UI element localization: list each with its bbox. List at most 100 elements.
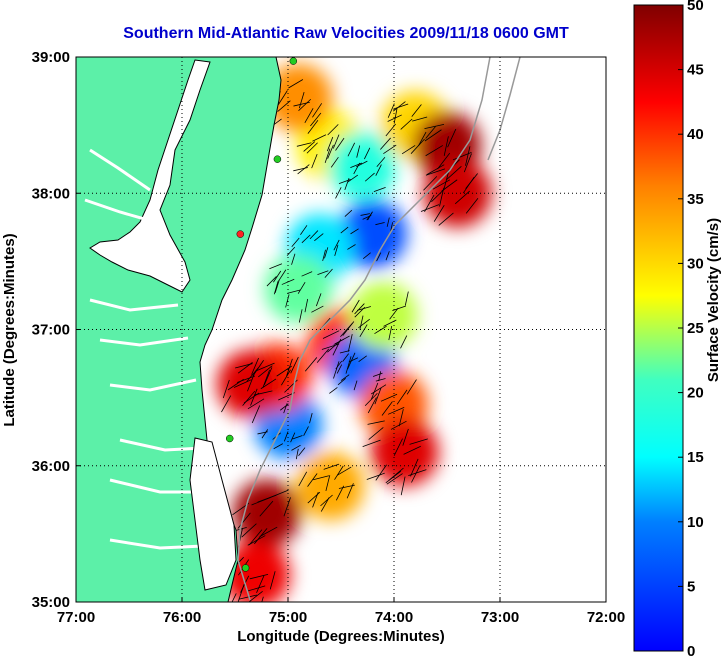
velocity-arrow bbox=[311, 305, 324, 313]
velocity-arrow bbox=[367, 397, 377, 414]
x-tick-label: 76:00 bbox=[163, 609, 201, 626]
velocity-arrow bbox=[354, 303, 365, 315]
velocity-arrow bbox=[301, 271, 313, 277]
field-cell bbox=[296, 452, 365, 521]
velocity-arrow bbox=[387, 407, 405, 415]
velocity-arrow bbox=[250, 388, 258, 406]
velocity-arrow bbox=[353, 380, 358, 391]
velocity-arrow bbox=[293, 167, 308, 172]
velocity-arrow bbox=[278, 90, 288, 105]
velocity-arrow bbox=[385, 123, 396, 137]
velocity-arrow bbox=[269, 571, 276, 590]
velocity-arrow bbox=[316, 348, 330, 363]
velocity-arrow bbox=[425, 126, 436, 139]
velocity-arrow bbox=[298, 98, 312, 111]
colorbar-label: Surface Velocity (cm/s) bbox=[705, 218, 722, 382]
y-tick-label: 37:00 bbox=[32, 322, 70, 339]
velocity-arrow bbox=[297, 281, 306, 294]
velocity-arrow bbox=[463, 153, 472, 173]
velocity-arrow bbox=[388, 326, 393, 341]
velocity-arrow bbox=[334, 244, 339, 256]
velocity-arrow bbox=[380, 393, 398, 402]
chart-title: Southern Mid-Atlantic Raw Velocities 200… bbox=[123, 25, 569, 42]
velocity-arrow bbox=[454, 190, 470, 205]
velocity-arrow bbox=[332, 134, 340, 149]
velocity-arrow bbox=[303, 426, 309, 436]
velocity-arrow bbox=[283, 403, 288, 414]
velocity-arrow bbox=[426, 164, 445, 175]
velocity-arrow bbox=[290, 432, 296, 443]
velocity-arrow bbox=[312, 134, 327, 142]
velocity-arrow bbox=[420, 204, 440, 212]
velocity-arrow bbox=[311, 154, 318, 169]
velocity-arrow bbox=[259, 526, 278, 538]
colorbar bbox=[633, 4, 684, 652]
velocity-arrow bbox=[292, 435, 303, 440]
velocity-arrow bbox=[241, 523, 257, 538]
velocity-arrow bbox=[424, 129, 442, 142]
velocity-arrow bbox=[303, 141, 316, 152]
velocity-arrow bbox=[376, 252, 382, 262]
velocity-arrow bbox=[334, 465, 344, 480]
colorbar-ticks: 0 5 10 15 20 25 30 35 40 45 50 bbox=[678, 0, 704, 659]
x-axis-ticks: 77:00 76:00 75:00 74:00 73:00 72:00 bbox=[57, 597, 625, 626]
velocity-arrow bbox=[269, 263, 283, 270]
velocity-arrow bbox=[246, 367, 259, 382]
velocity-arrow bbox=[301, 234, 311, 244]
field-cell bbox=[222, 540, 291, 602]
velocity-arrow bbox=[307, 120, 319, 134]
velocity-arrow bbox=[412, 116, 428, 122]
velocity-arrow bbox=[438, 212, 454, 226]
velocity-arrow bbox=[264, 367, 273, 385]
velocity-arrow bbox=[366, 472, 385, 480]
velocity-arrow bbox=[252, 360, 264, 377]
velocity-arrow bbox=[273, 443, 284, 450]
velocity-arrow bbox=[309, 230, 319, 240]
velocity-arrow bbox=[281, 369, 291, 386]
velocity-arrow bbox=[335, 360, 343, 370]
velocity-arrow bbox=[360, 213, 370, 216]
velocity-arrow bbox=[274, 279, 280, 294]
velocity-arrow bbox=[400, 118, 413, 130]
field-cell bbox=[328, 132, 397, 200]
colorbar-tick-label: 30 bbox=[687, 255, 704, 272]
velocity-arrow bbox=[366, 212, 373, 221]
field-cell bbox=[264, 254, 333, 323]
velocity-arrow bbox=[314, 233, 324, 242]
bay-water bbox=[89, 59, 211, 293]
x-tick-label: 77:00 bbox=[57, 609, 95, 626]
velocity-arrow bbox=[323, 463, 340, 470]
x-tick-label: 72:00 bbox=[587, 609, 625, 626]
velocity-arrow bbox=[283, 497, 291, 517]
velocity-arrow bbox=[387, 103, 395, 118]
velocity-arrow bbox=[304, 108, 314, 124]
grid-lines bbox=[76, 57, 606, 602]
velocity-arrow bbox=[392, 101, 406, 112]
velocity-arrow bbox=[350, 162, 363, 168]
velocity-arrow bbox=[378, 371, 382, 382]
velocity-arrow bbox=[283, 431, 289, 442]
velocity-arrow bbox=[295, 448, 299, 460]
velocity-arrow bbox=[439, 187, 445, 207]
velocity-arrow bbox=[247, 535, 266, 546]
station-marker bbox=[273, 155, 282, 163]
velocity-arrow bbox=[338, 484, 355, 489]
velocity-arrow bbox=[288, 79, 304, 89]
colorbar-tick-label: 40 bbox=[687, 126, 704, 143]
velocity-arrow bbox=[393, 103, 409, 110]
colorbar-tick-label: 10 bbox=[687, 514, 704, 531]
velocity-field bbox=[216, 63, 492, 602]
y-axis-ticks: 35:00 36:00 37:00 38:00 39:00 bbox=[32, 49, 81, 611]
velocity-arrow bbox=[221, 395, 232, 413]
velocity-arrow bbox=[273, 281, 279, 295]
velocity-arrow bbox=[322, 330, 340, 339]
velocity-arrow bbox=[236, 375, 256, 383]
velocity-arrow bbox=[410, 138, 425, 154]
velocity-arrow bbox=[362, 439, 381, 447]
velocity-arrow bbox=[278, 269, 287, 282]
velocity-arrow bbox=[432, 179, 451, 190]
velocity-arrow bbox=[285, 294, 290, 308]
velocity-arrow bbox=[342, 353, 349, 362]
velocity-arrow bbox=[385, 251, 390, 261]
